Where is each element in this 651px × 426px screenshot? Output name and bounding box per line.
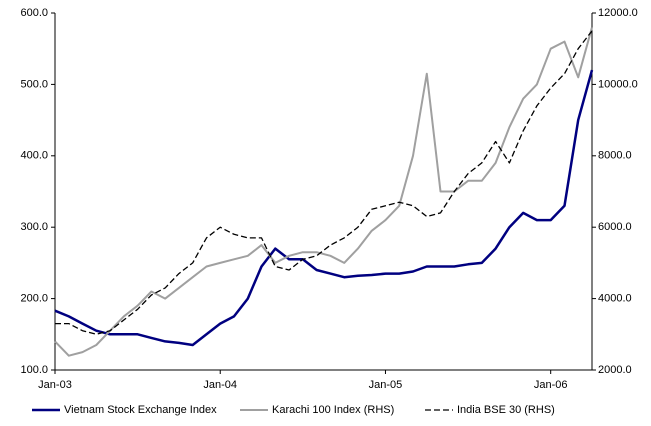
y2-tick-label: 6000.0 [598, 221, 632, 233]
series-line [54, 69, 594, 347]
x-tick-label: Jan-06 [534, 379, 568, 391]
x-tick-label: Jan-05 [369, 379, 403, 391]
legend-label: Karachi 100 Index (RHS) [272, 404, 394, 416]
y-tick-label: 100.0 [20, 364, 48, 376]
y-tick-label: 300.0 [20, 221, 48, 233]
y2-tick-label: 12000.0 [598, 7, 638, 19]
series-line [54, 27, 593, 357]
y2-tick-label: 8000.0 [598, 150, 632, 162]
x-tick-label: Jan-04 [203, 379, 237, 391]
y2-tick-label: 4000.0 [598, 293, 632, 305]
y2-tick-label: 10000.0 [598, 78, 638, 90]
y-tick-label: 600.0 [20, 7, 48, 19]
x-tick-label: Jan-03 [38, 379, 72, 391]
legend-label: Vietnam Stock Exchange Index [64, 404, 217, 416]
y-tick-label: 500.0 [20, 78, 48, 90]
y-tick-label: 400.0 [20, 150, 48, 162]
series-line [55, 30, 593, 335]
y2-tick-label: 2000.0 [598, 364, 632, 376]
legend-label: India BSE 30 (RHS) [457, 404, 555, 416]
y-tick-label: 200.0 [20, 293, 48, 305]
